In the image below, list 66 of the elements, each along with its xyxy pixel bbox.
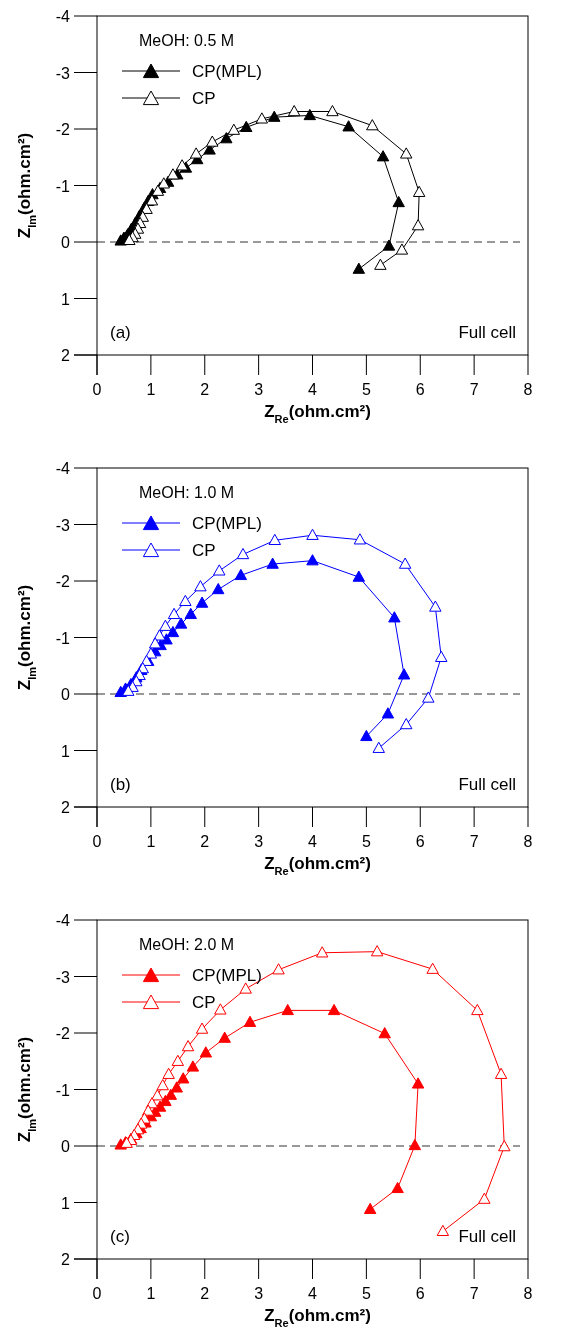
x-tick-label: 3 [254, 381, 264, 398]
x-tick-label: 6 [415, 381, 425, 398]
y-tick-label: 0 [61, 234, 71, 251]
x-tick-label: 5 [361, 381, 371, 398]
legend-label: CP [192, 541, 216, 560]
x-tick-label: 4 [308, 381, 318, 398]
legend-title: MeOH: 2.0 M [139, 936, 235, 953]
y-tick-label: -4 [55, 460, 71, 477]
x-tick-label: 7 [469, 381, 479, 398]
x-tick-label: 8 [523, 833, 533, 850]
y-tick-label: -3 [55, 968, 71, 986]
y-tick-label: 2 [61, 1251, 71, 1268]
annotation: Full cell [458, 1227, 516, 1246]
x-tick-label: 6 [415, 1285, 425, 1302]
y-tick-label: 2 [61, 799, 71, 816]
legend-label: CP [192, 993, 216, 1012]
x-tick-label: 5 [361, 1285, 371, 1302]
legend-label: CP(MPL) [192, 966, 262, 985]
legend-label: CP [192, 89, 216, 108]
y-tick-label: -4 [55, 912, 71, 929]
y-tick-label: -2 [55, 1025, 71, 1042]
y-tick-label: -3 [55, 516, 71, 534]
y-tick-label: 0 [61, 1138, 71, 1155]
x-axis-title: Z$_{Re}$(ohm.cm²) [264, 854, 371, 877]
annotation: Full cell [458, 323, 516, 342]
y-tick-label: 0 [61, 686, 71, 703]
legend-label: CP(MPL) [192, 62, 262, 81]
x-tick-label: 2 [200, 1285, 210, 1302]
legend-title: MeOH: 1.0 M [139, 484, 235, 501]
annotation: (c) [110, 1227, 130, 1246]
x-tick-label: 0 [92, 1285, 102, 1302]
x-tick-label: 8 [523, 381, 533, 398]
x-tick-label: 4 [308, 833, 318, 850]
y-tick-label: -1 [55, 629, 71, 647]
x-tick-label: 6 [415, 833, 425, 850]
annotation: (a) [110, 323, 131, 342]
y-tick-label: 1 [61, 290, 71, 308]
x-tick-label: 1 [146, 381, 156, 398]
x-tick-label: 8 [523, 1285, 533, 1302]
x-axis-title: Z$_{Re}$(ohm.cm²) [264, 1306, 371, 1329]
y-tick-label: -1 [55, 177, 71, 195]
x-tick-label: 3 [254, 1285, 264, 1302]
legend-title: MeOH: 0.5 M [139, 32, 235, 49]
x-axis-title: Z$_{Re}$(ohm.cm²) [264, 402, 371, 425]
x-tick-label: 0 [92, 833, 102, 850]
x-tick-label: 3 [254, 833, 264, 850]
annotation: Full cell [458, 775, 516, 794]
x-tick-label: 7 [469, 1285, 479, 1302]
x-tick-label: 7 [469, 833, 479, 850]
x-tick-label: 4 [308, 1285, 318, 1302]
x-tick-label: 5 [361, 833, 371, 850]
x-tick-label: 2 [200, 833, 210, 850]
legend-label: CP(MPL) [192, 514, 262, 533]
y-tick-label: -1 [55, 1081, 71, 1099]
y-tick-label: 2 [61, 347, 71, 364]
x-tick-label: 0 [92, 381, 102, 398]
x-tick-label: 1 [146, 833, 156, 850]
y-tick-label: -2 [55, 573, 71, 590]
y-tick-label: 1 [61, 1194, 71, 1212]
annotation: (b) [110, 775, 131, 794]
y-tick-label: -2 [55, 121, 71, 138]
x-tick-label: 1 [146, 1285, 156, 1302]
x-tick-label: 2 [200, 381, 210, 398]
y-tick-label: -4 [55, 8, 71, 25]
y-tick-label: 1 [61, 742, 71, 760]
y-tick-label: -3 [55, 64, 71, 82]
